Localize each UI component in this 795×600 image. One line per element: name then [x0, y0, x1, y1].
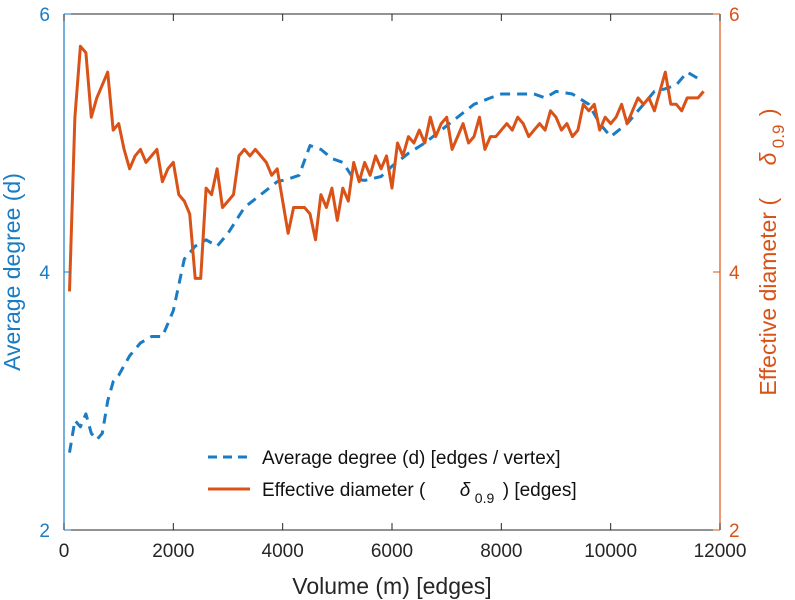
x-axis-label: Volume (m) [edges]: [292, 573, 491, 599]
x-tick-label: 4000: [262, 541, 304, 562]
right-axis-label-prefix: Effective diameter (: [755, 198, 781, 396]
left-axis-label: Average degree (d): [0, 173, 25, 371]
right-axis-label-subscript: 0.9: [769, 125, 788, 149]
right-axis-label: Effective diameter ( δ 0.9 ): [755, 108, 788, 395]
legend-entry-2-subscript: 0.9: [475, 490, 495, 506]
legend-entry-2-symbol: δ: [460, 480, 471, 501]
effective-diameter-line: [68, 44, 705, 292]
x-tick-label: 10000: [584, 541, 637, 562]
x-tick-label: 6000: [371, 541, 413, 562]
x-tick-label: 8000: [480, 541, 522, 562]
right-axis-label-suffix: ): [755, 108, 781, 116]
legend-entry-effective-diameter: Effective diameter ( δ 0.9 ) [edges]: [262, 480, 577, 507]
average-degree-line: [68, 70, 699, 453]
x-tick-label: 2000: [152, 541, 194, 562]
x-tick-label: 0: [59, 541, 70, 562]
left-tick-label: 2: [39, 521, 50, 542]
series-layer: [68, 44, 705, 453]
legend: Average degree (d) [edges / vertex] Effe…: [208, 448, 577, 507]
right-tick-label: 4: [729, 263, 740, 284]
legend-entry-2-prefix: Effective diameter (: [262, 480, 426, 501]
right-axis-label-symbol: δ: [755, 152, 781, 165]
legend-entry-average-degree: Average degree (d) [edges / vertex]: [262, 448, 561, 469]
right-tick-label: 2: [729, 521, 740, 542]
legend-entry-2-suffix: ) [edges]: [503, 480, 577, 501]
axis-labels: Volume (m) [edges] Average degree (d) Ef…: [0, 108, 788, 599]
right-tick-label: 6: [729, 5, 740, 26]
left-tick-label: 4: [39, 263, 50, 284]
x-tick-label: 12000: [694, 541, 747, 562]
left-tick-label: 6: [39, 5, 50, 26]
